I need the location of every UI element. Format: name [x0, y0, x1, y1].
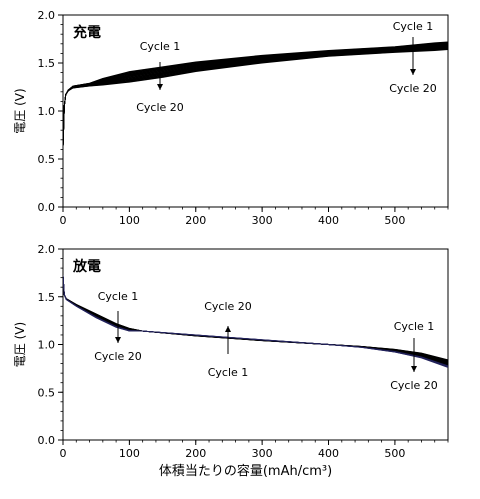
x-tick-label: 300 — [252, 447, 273, 460]
y-axis-label: 電圧 (V) — [13, 88, 27, 133]
annotation-label: Cycle 1 — [98, 290, 139, 303]
x-tick-label: 500 — [384, 447, 405, 460]
x-tick-label: 200 — [185, 214, 206, 227]
annotation-label: Cycle 20 — [204, 300, 252, 313]
annotation-label: Cycle 1 — [140, 40, 181, 53]
annotation-label: Cycle 1 — [208, 366, 249, 379]
plot-frame — [62, 14, 449, 208]
y-axis-label: 電圧 (V) — [13, 322, 27, 367]
panel-label: 充電 — [73, 24, 101, 41]
y-tick-label: 0.0 — [38, 201, 56, 214]
annotation-arrow-head — [411, 366, 417, 372]
annotation-label: Cycle 20 — [136, 101, 184, 114]
series-line-cycle-20 — [63, 49, 448, 148]
x-tick-label: 0 — [60, 447, 67, 460]
series-line-intermediate — [63, 275, 448, 362]
y-tick-label: 2.0 — [38, 243, 56, 256]
y-tick-label: 0.0 — [38, 434, 56, 447]
annotation-label: Cycle 20 — [390, 379, 438, 392]
x-tick-label: 300 — [252, 214, 273, 227]
x-tick-label: 0 — [60, 214, 67, 227]
y-tick-label: 2.0 — [38, 9, 56, 22]
chart-panel-2: 0.0 0.5 1.0 1.5 2.0 0 100 200 300 400 500 電圧 (V) 放電体… — [13, 243, 449, 479]
y-tick-label: 1.0 — [38, 339, 56, 352]
y-tick-label: 1.5 — [38, 291, 56, 304]
x-tick-label: 100 — [119, 447, 140, 460]
annotation-arrow-head — [410, 69, 416, 75]
panel-label: 放電 — [72, 258, 101, 275]
chart-panel-1: 0.0 0.5 1.0 1.5 2.0 0 100 200 300 400 500 電圧 (V) 充電 C… — [13, 9, 449, 227]
series-line-cycle-20 — [63, 275, 448, 368]
x-tick-label: 400 — [318, 214, 339, 227]
x-axis-label: 体積当たりの容量(mAh/cm³) — [159, 463, 332, 479]
y-tick-label: 0.5 — [38, 386, 56, 399]
annotation-label: Cycle 20 — [94, 350, 142, 363]
x-tick-label: 200 — [185, 447, 206, 460]
y-tick-label: 1.0 — [38, 105, 56, 118]
y-tick-label: 0.5 — [38, 153, 56, 166]
x-tick-label: 100 — [119, 214, 140, 227]
y-tick-label: 1.5 — [38, 57, 56, 70]
annotation-label: Cycle 1 — [394, 320, 435, 333]
series-line-cycle-1 — [63, 275, 448, 361]
x-tick-label: 500 — [384, 214, 405, 227]
annotation-arrow-head — [115, 337, 121, 343]
series-line-intermediate — [63, 275, 448, 361]
x-tick-label: 400 — [318, 447, 339, 460]
annotation-arrow-head — [225, 326, 231, 332]
plot-frame — [62, 248, 449, 441]
annotation-arrow-head — [157, 84, 163, 90]
annotation-label: Cycle 1 — [393, 20, 434, 33]
series-line-intermediate — [63, 275, 448, 362]
annotation-label: Cycle 20 — [389, 82, 437, 95]
